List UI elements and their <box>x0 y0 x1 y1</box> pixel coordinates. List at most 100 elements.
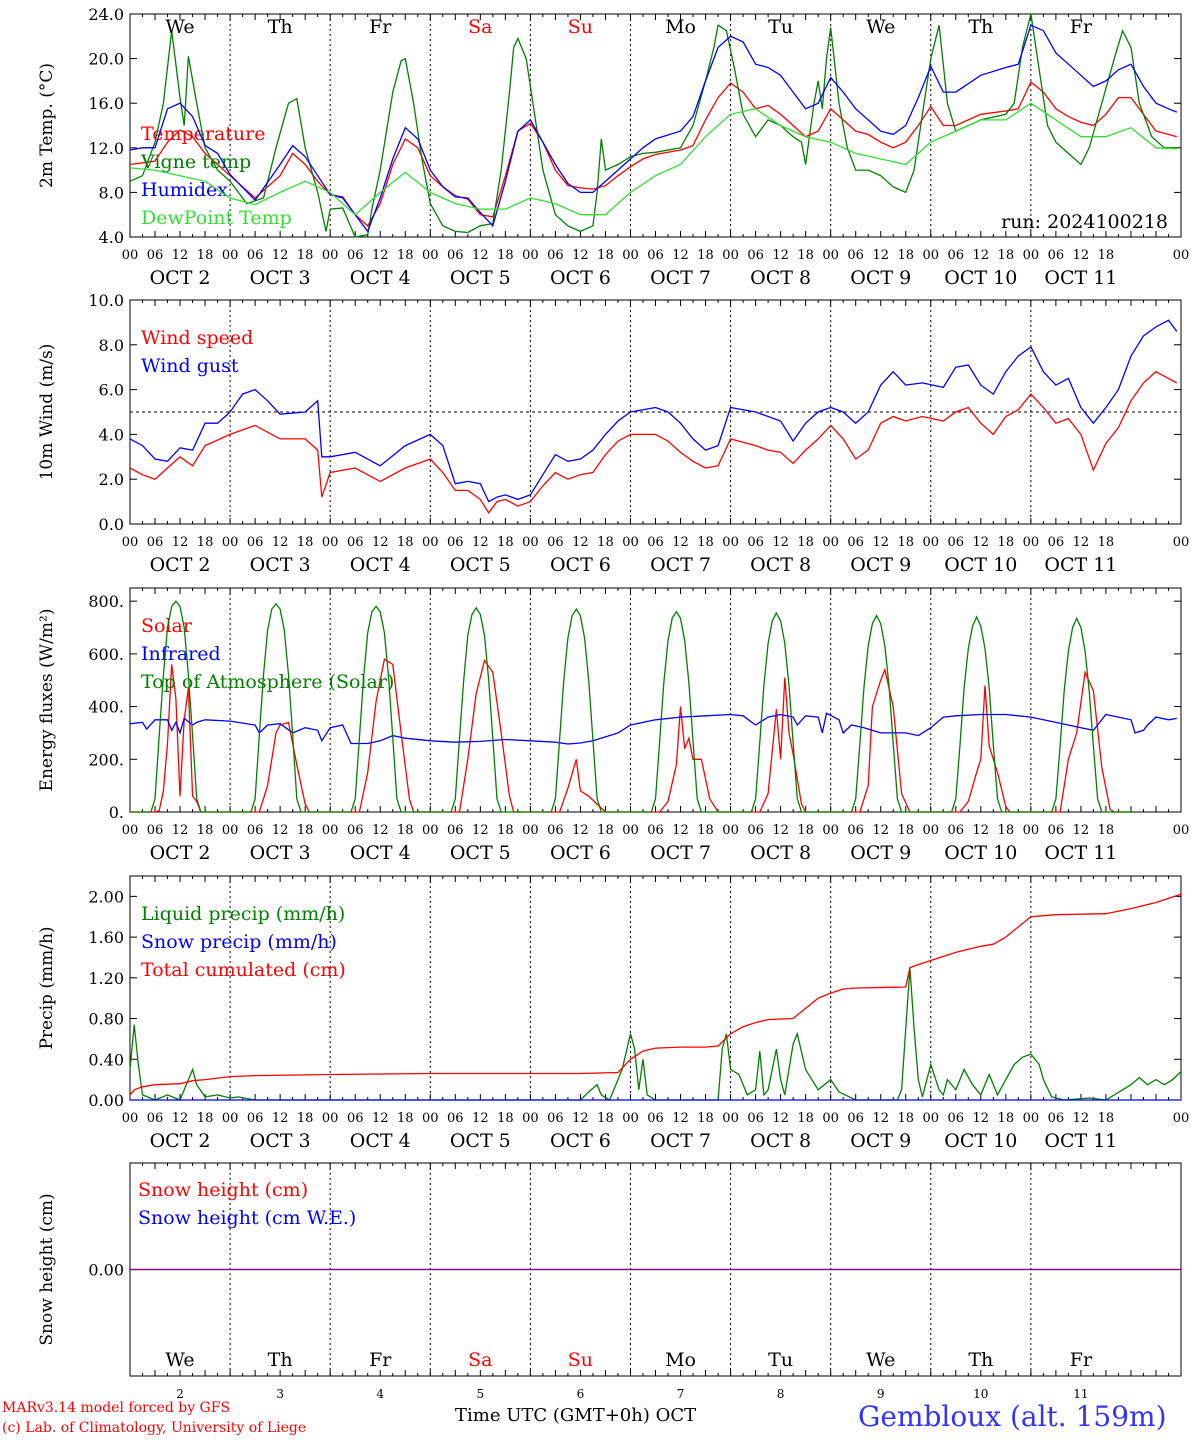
hour-tick-label: 00 <box>122 823 139 838</box>
time-axis-label: Time UTC (GMT+0h) OCT <box>455 1405 696 1426</box>
hour-tick-label: 06 <box>647 535 664 550</box>
hour-tick-label: 18 <box>297 823 314 838</box>
legend-entry: Temperature <box>141 123 265 145</box>
legend-entry: Liquid precip (mm/h) <box>141 903 345 925</box>
hour-tick-label: 06 <box>1048 1111 1065 1126</box>
y-tick-label: 1.60 <box>88 928 124 947</box>
weekday-label: Su <box>568 16 593 38</box>
hour-tick-label: 18 <box>897 823 914 838</box>
hour-tick-label: 18 <box>197 823 214 838</box>
hour-tick-label: 18 <box>1098 535 1115 550</box>
hour-tick-label: 18 <box>797 1111 814 1126</box>
hour-tick-label: 18 <box>998 248 1015 263</box>
hour-tick-label: 18 <box>397 1111 414 1126</box>
day-number: 9 <box>877 1387 885 1401</box>
y-tick-label: 2.00 <box>88 887 124 906</box>
y-axis-label: Snow height (cm) <box>37 1193 57 1345</box>
y-tick-label: 1.20 <box>88 969 124 988</box>
panel-5: 0.00 Snow height (cm) Snow height (cm) Snow… <box>37 1162 1182 1377</box>
hour-tick-label: 00 <box>1023 248 1040 263</box>
legend-entry: DewPoint Temp <box>141 207 292 229</box>
hour-tick-label: 18 <box>897 535 914 550</box>
legend-entry: Top of Atmosphere (Solar) <box>141 671 394 693</box>
hour-tick-label: 18 <box>497 248 514 263</box>
hour-tick-label: 12 <box>872 1111 889 1126</box>
hour-tick-label: 12 <box>772 1111 789 1126</box>
hour-tick-label: 12 <box>1073 1111 1090 1126</box>
hour-tick-label: 06 <box>747 823 764 838</box>
y-tick-label: 8.0 <box>99 183 124 202</box>
day-label: OCT 9 <box>850 842 911 864</box>
series-line-blue <box>129 24 1178 233</box>
hour-tick-label: 12 <box>472 823 489 838</box>
day-label: OCT 9 <box>850 267 911 289</box>
day-label: OCT 11 <box>1044 842 1117 864</box>
hour-tick-label: 12 <box>472 535 489 550</box>
y-tick-label: 0.40 <box>88 1050 124 1069</box>
hour-tick-label: 12 <box>372 248 389 263</box>
hour-tick-label: 00 <box>122 535 139 550</box>
weekday-label: Fr <box>369 16 392 38</box>
panel-2: 0.0 2.0 4.0 6.0 8.0 10.0 10m Wind (m/s) Wind sp… <box>37 291 1189 576</box>
hour-tick-label: 18 <box>597 248 614 263</box>
time-axis-text: Time UTC (GMT+0h) <box>455 1405 650 1426</box>
day-label: OCT 10 <box>944 1130 1017 1152</box>
y-axis-label: Energy fluxes (W/m²) <box>37 609 57 792</box>
y-tick-label: 24.0 <box>88 5 124 24</box>
hour-tick-label: 00 <box>522 823 539 838</box>
hour-tick-label: 00 <box>222 248 239 263</box>
hour-tick-label: 00 <box>922 1111 939 1126</box>
hour-tick-label: 00 <box>522 248 539 263</box>
weekday-label-bottom: Su <box>568 1349 593 1371</box>
y-tick-label: 400. <box>88 698 124 717</box>
hour-tick-label: 18 <box>197 248 214 263</box>
hour-tick-label: 00 <box>722 248 739 263</box>
hour-tick-label: 06 <box>647 248 664 263</box>
hour-tick-label: 12 <box>172 248 189 263</box>
hour-tick-label: 00 <box>622 823 639 838</box>
day-number: 7 <box>677 1387 685 1401</box>
y-tick-label: 12.0 <box>88 139 124 158</box>
hour-tick-label: 00 <box>122 1111 139 1126</box>
hour-tick-label: 06 <box>447 823 464 838</box>
hour-tick-label: 00 <box>1023 1111 1040 1126</box>
day-number: 10 <box>973 1387 988 1401</box>
hour-tick-label: 06 <box>547 248 564 263</box>
hour-tick-label: 18 <box>697 248 714 263</box>
day-label: OCT 9 <box>850 554 911 576</box>
hour-tick-label: 12 <box>672 1111 689 1126</box>
hour-tick-label: 18 <box>297 248 314 263</box>
hour-tick-label: 06 <box>247 823 264 838</box>
hour-tick-label: 06 <box>847 823 864 838</box>
hour-tick-label: 18 <box>597 823 614 838</box>
hour-tick-label: 18 <box>1098 823 1115 838</box>
series-line-lightgreen <box>129 102 1177 216</box>
hour-tick-label: 00 <box>1173 823 1190 838</box>
hour-tick-label: 06 <box>147 823 164 838</box>
hour-tick-label: 00 <box>922 248 939 263</box>
legend-entry: Snow height (cm) <box>138 1179 308 1201</box>
hour-tick-label: 00 <box>222 1111 239 1126</box>
hour-tick-label: 12 <box>372 535 389 550</box>
y-tick-label: 200. <box>88 750 124 769</box>
weekday-label-bottom: Mo <box>665 1349 696 1371</box>
hour-tick-label: 00 <box>1023 823 1040 838</box>
day-label: OCT 7 <box>650 842 711 864</box>
hour-tick-label: 00 <box>922 823 939 838</box>
hour-tick-label: 06 <box>747 535 764 550</box>
hour-tick-label: 12 <box>272 823 289 838</box>
hour-tick-label: 18 <box>397 535 414 550</box>
weekday-label: Tu <box>768 16 793 38</box>
hour-tick-label: 12 <box>672 248 689 263</box>
hour-tick-label: 18 <box>1098 248 1115 263</box>
month-axis-text: OCT <box>655 1405 697 1426</box>
y-tick-label: 6.0 <box>99 381 124 400</box>
hour-tick-label: 00 <box>322 248 339 263</box>
hour-tick-label: 00 <box>422 823 439 838</box>
hour-tick-label: 12 <box>973 248 990 263</box>
day-label: OCT 9 <box>850 1130 911 1152</box>
series-line-green <box>130 600 1131 813</box>
weekday-label: We <box>866 16 895 38</box>
y-tick-label: 4.0 <box>99 425 124 444</box>
